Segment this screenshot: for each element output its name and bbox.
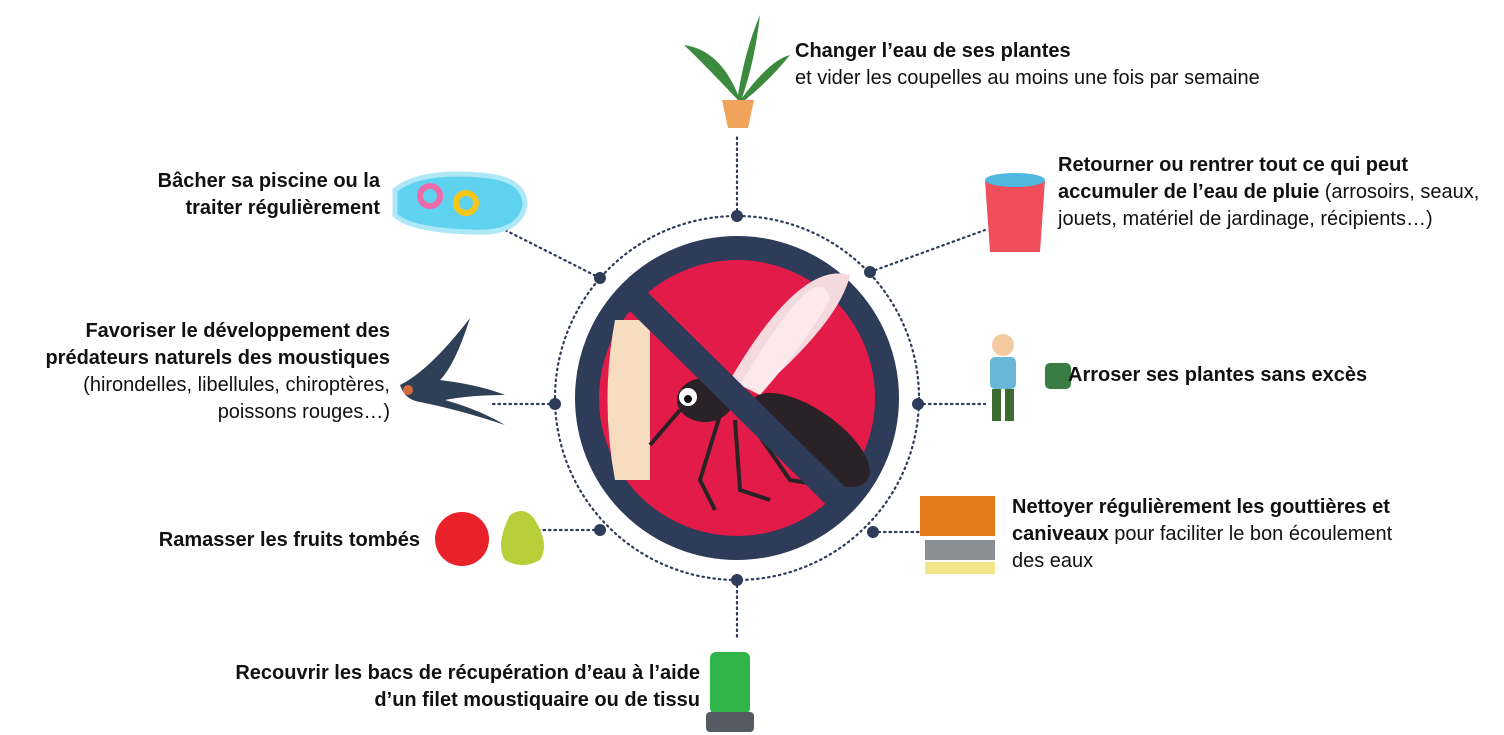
fruits-icon xyxy=(435,511,544,566)
tip-text: (hirondelles, libellules, chiroptères, p… xyxy=(83,374,390,423)
tip-fruits: Ramasser les fruits tombés xyxy=(80,527,420,554)
gutter-icon xyxy=(920,496,995,574)
tip-barrels: Recouvrir les bacs de récupération d’eau… xyxy=(200,660,700,714)
tip-pool: Bâcher sa piscine ou la traiter régulièr… xyxy=(130,168,380,222)
tip-title: Changer l’eau de ses plantes xyxy=(795,40,1071,62)
tip-predators: Favoriser le développement des prédateur… xyxy=(8,318,390,426)
gardener-icon xyxy=(990,334,1071,421)
bucket-icon xyxy=(985,173,1045,252)
tip-title: Favoriser le développement des prédateur… xyxy=(45,320,390,369)
plant-icon xyxy=(684,15,790,128)
tip-watering: Arroser ses plantes sans excès xyxy=(1068,362,1488,389)
infographic: Changer l’eau de ses plantes et vider les… xyxy=(0,0,1504,735)
no-mosquito-sign xyxy=(587,248,887,548)
swallow-icon xyxy=(400,318,505,425)
tip-containers: Retourner ou rentrer tout ce qui peut ac… xyxy=(1058,152,1488,233)
pool-icon xyxy=(395,174,525,232)
tip-plants: Changer l’eau de ses plantes et vider les… xyxy=(795,38,1435,92)
barrel-icon xyxy=(706,652,754,732)
tip-text: et vider les coupelles au moins une fois… xyxy=(795,67,1260,89)
tip-gutters: Nettoyer régulièrement les gouttières et… xyxy=(1012,494,1407,575)
